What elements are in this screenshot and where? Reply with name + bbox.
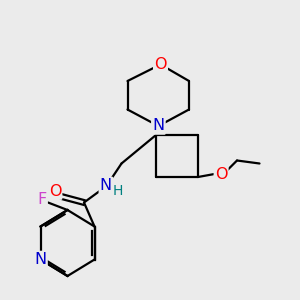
Text: N: N [34,252,46,267]
Text: F: F [38,192,46,207]
Text: N: N [152,118,164,134]
Text: O: O [154,57,167,72]
Text: O: O [215,167,227,182]
Text: N: N [100,178,112,193]
Text: O: O [49,184,61,199]
Text: H: H [113,184,123,198]
